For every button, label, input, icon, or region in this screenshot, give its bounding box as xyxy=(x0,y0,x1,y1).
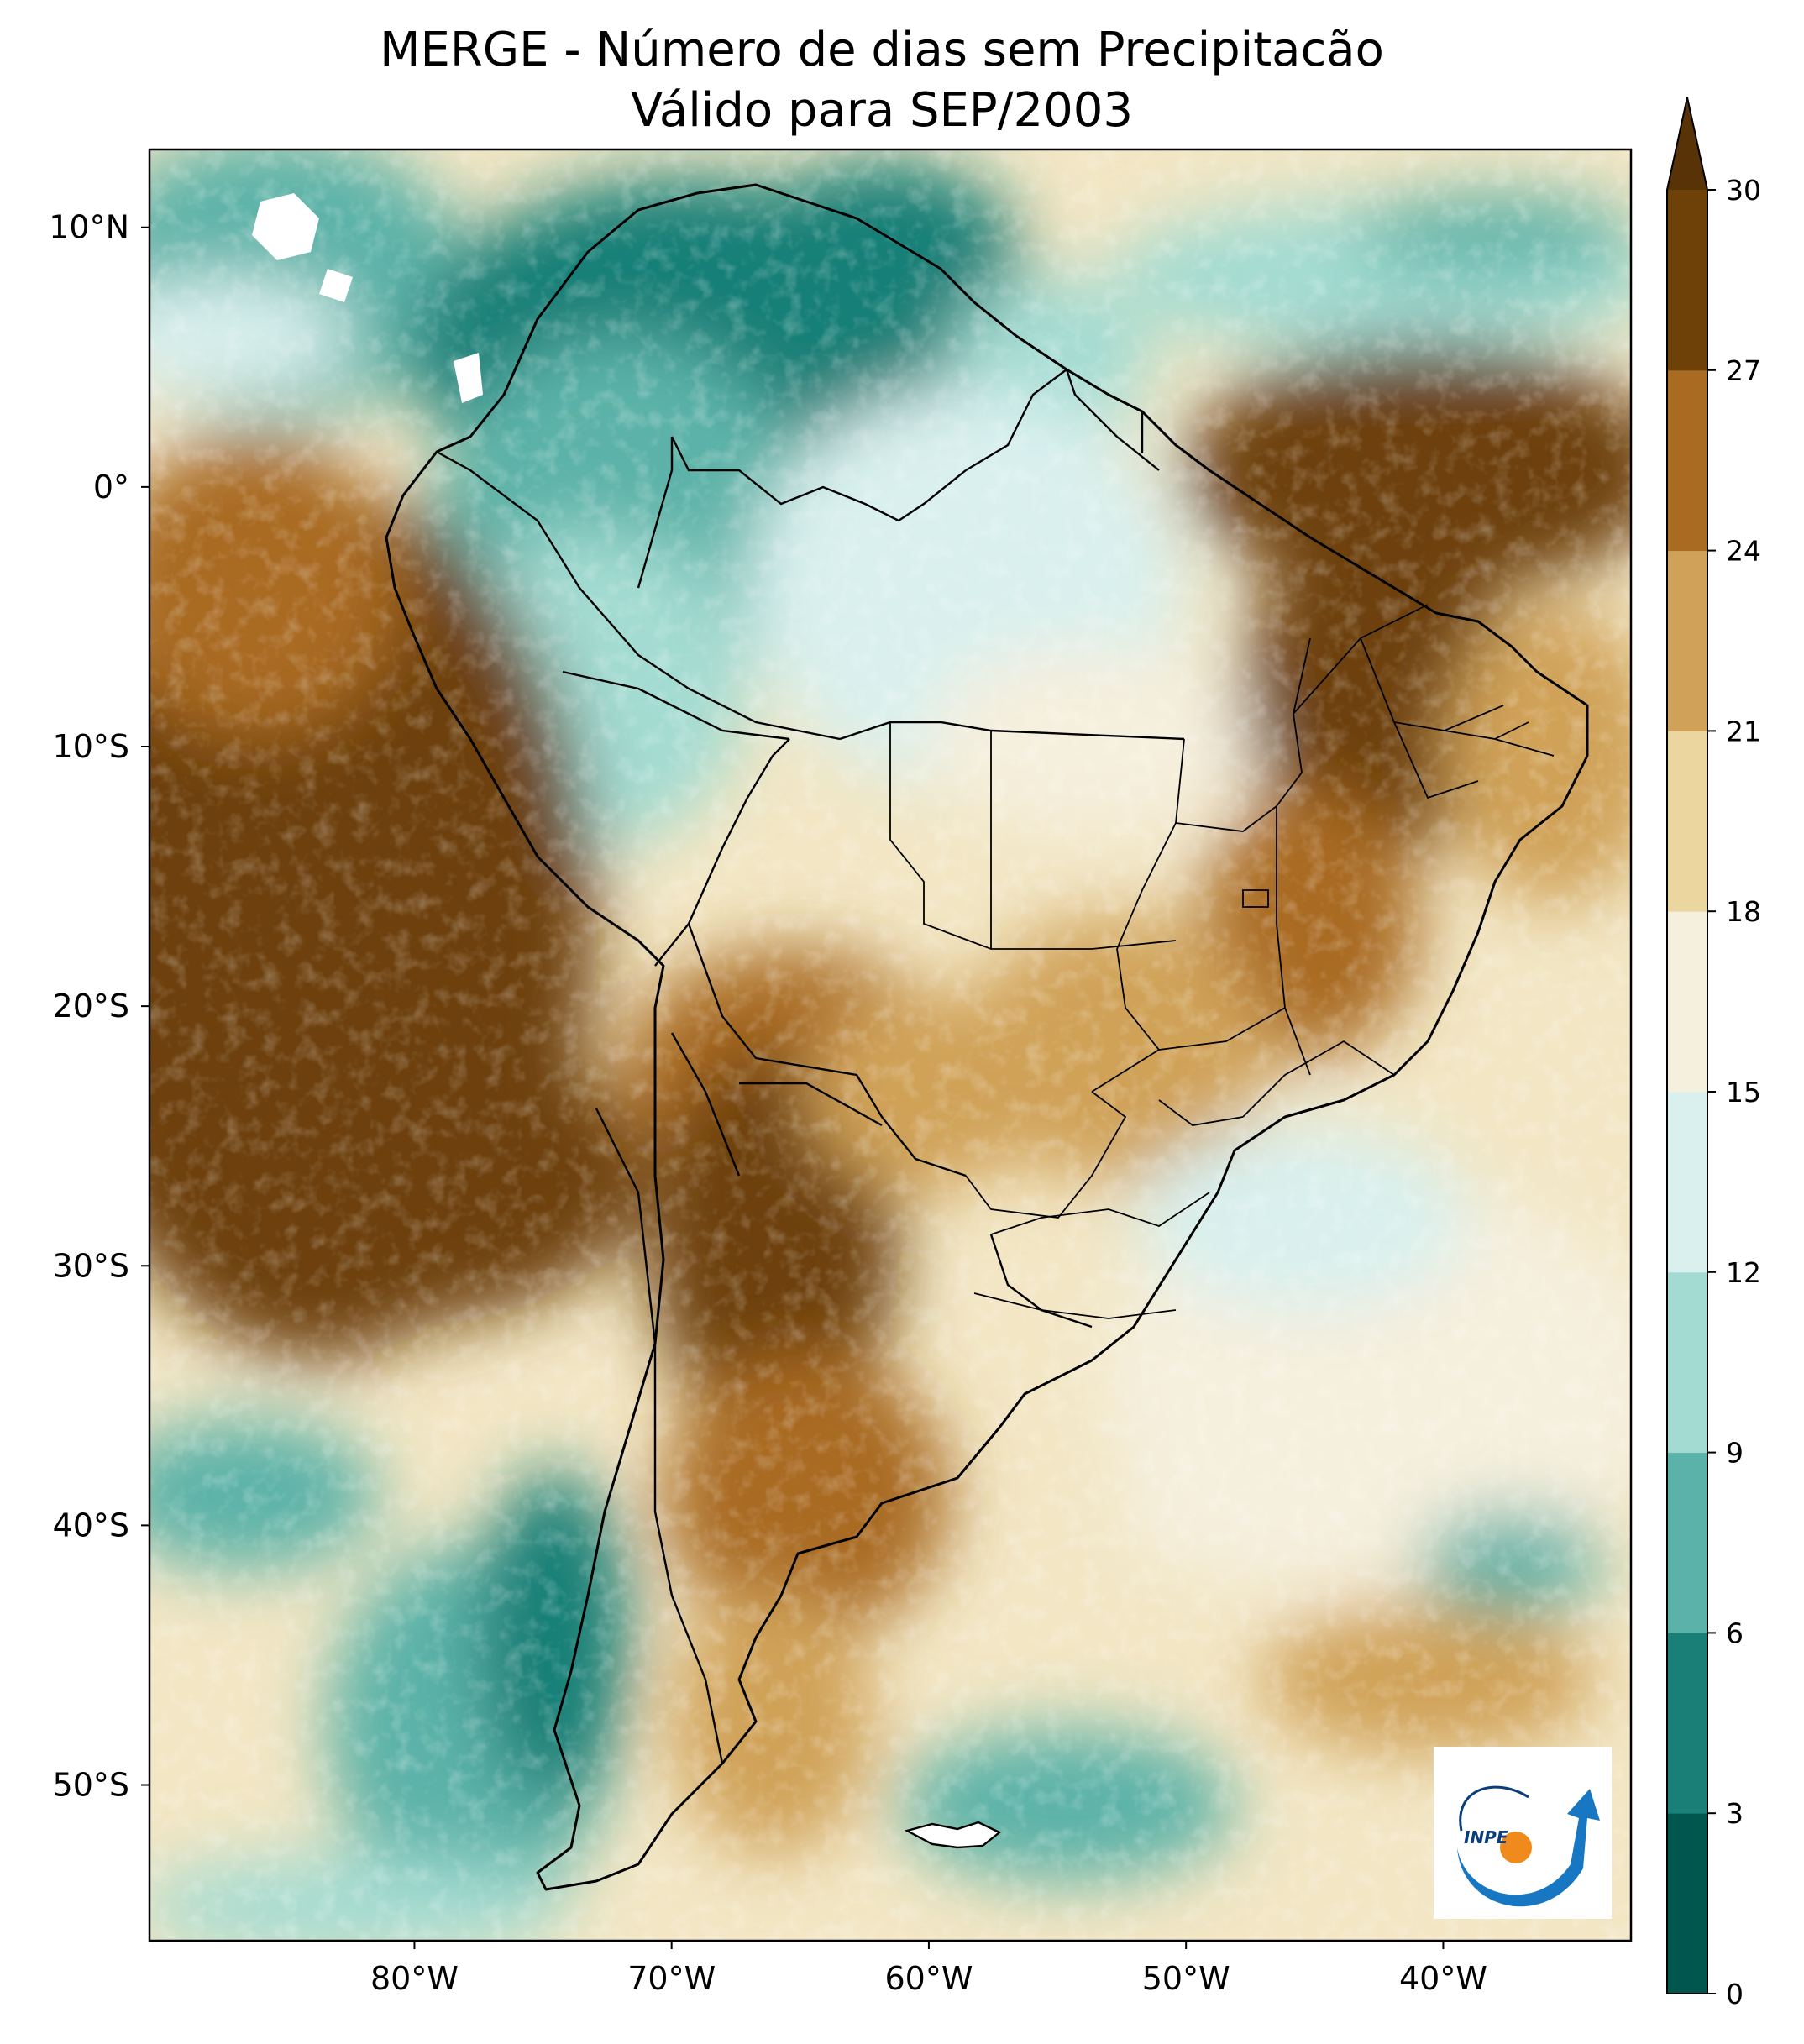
lat-tick-label: 10°N xyxy=(49,209,129,246)
colorbar-tick-label: 24 xyxy=(1726,535,1761,568)
state-borders xyxy=(889,604,1555,1319)
coastline xyxy=(385,183,1589,1891)
colorbar-segment xyxy=(1667,550,1707,731)
falkland-islands xyxy=(904,1821,1002,1849)
map-title-line1: MERGE - Número de dias sem Precipitacão xyxy=(380,23,1384,77)
colorbar-segment xyxy=(1667,1271,1707,1454)
colorbar-segment xyxy=(1667,1813,1707,1994)
colorbar-extend-arrow xyxy=(1667,97,1707,190)
colorbar-segment xyxy=(1667,1092,1707,1273)
inpe-logo: INPE xyxy=(1434,1747,1612,1919)
colorbar-segment xyxy=(1667,731,1707,912)
lat-tick-label: 40°S xyxy=(53,1507,129,1543)
colorbar-tick-label: 27 xyxy=(1726,354,1761,387)
country-borders xyxy=(436,369,1185,1764)
colorbar: 0 3 6 9 12 15 18 21 24 27 30 xyxy=(1666,97,1761,2010)
colorbar-tick-label: 15 xyxy=(1726,1076,1761,1108)
colorbar-tick-label: 3 xyxy=(1726,1797,1744,1830)
logo-sun-icon xyxy=(1500,1832,1532,1863)
colorbar-segment xyxy=(1667,911,1707,1093)
lat-tick-label: 0° xyxy=(93,469,129,506)
map-title-line2: Válido para SEP/2003 xyxy=(631,83,1133,138)
colorbar-outline xyxy=(1666,97,1708,1994)
colorbar-tick-label: 9 xyxy=(1726,1437,1744,1470)
colorbar-segment xyxy=(1667,1452,1707,1633)
no-data-patches xyxy=(252,193,483,403)
logo-orbit-icon xyxy=(1459,1785,1529,1832)
colorbar-tick-label: 12 xyxy=(1726,1256,1761,1289)
colorbar-tick-label: 21 xyxy=(1726,715,1761,747)
lon-tick-label: 80°W xyxy=(370,1960,459,1997)
colorbar-segment xyxy=(1667,190,1707,371)
colorbar-segment xyxy=(1667,1633,1707,1814)
lat-tick-label: 10°S xyxy=(53,728,129,765)
lat-tick-label: 20°S xyxy=(53,988,129,1025)
map-frame xyxy=(148,148,1633,1942)
precip-field xyxy=(149,149,1631,1941)
logo-text: INPE xyxy=(1464,1827,1508,1847)
logo-swoosh-icon xyxy=(1457,1789,1600,1907)
colorbar-tick-label: 30 xyxy=(1726,174,1761,207)
lat-tick-label: 30°S xyxy=(53,1247,129,1284)
lat-tick-label: 50°S xyxy=(53,1767,129,1804)
lon-tick-label: 40°W xyxy=(1399,1960,1487,1997)
colorbar-segment xyxy=(1667,369,1707,552)
colorbar-tick-label: 0 xyxy=(1726,1978,1744,2010)
latitude-ticks: 10°N 0° 10°S 20°S 30°S 40°S 50°S xyxy=(49,209,149,1804)
lon-tick-label: 70°W xyxy=(627,1960,716,1997)
colorbar-tick-label: 18 xyxy=(1726,895,1761,928)
lon-tick-label: 60°W xyxy=(884,1960,973,1997)
lon-tick-label: 50°W xyxy=(1142,1960,1230,1997)
longitude-ticks: 80°W 70°W 60°W 50°W 40°W xyxy=(370,1941,1487,1997)
colorbar-tick-label: 6 xyxy=(1726,1617,1744,1649)
